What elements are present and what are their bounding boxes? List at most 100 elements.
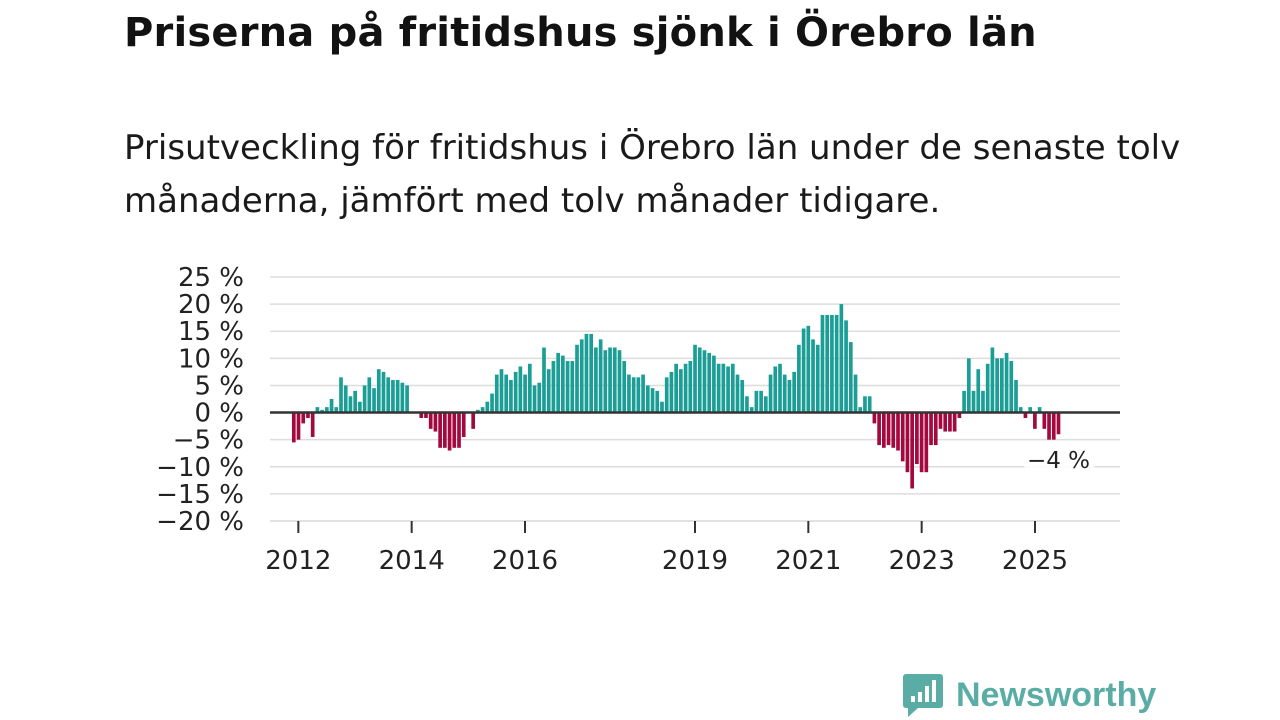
bar (660, 401, 664, 413)
bar (579, 339, 584, 413)
bar (551, 361, 556, 413)
bar (325, 407, 329, 413)
bar (452, 412, 457, 448)
bar (546, 369, 551, 413)
bar (603, 350, 608, 413)
bar (490, 393, 494, 413)
chart-title: Priserna på fritidshus sjönk i Örebro lä… (124, 10, 1037, 56)
bar (683, 363, 688, 413)
bar (372, 388, 376, 413)
bar (457, 412, 461, 448)
bar (1047, 412, 1051, 440)
bar (561, 355, 565, 413)
bar (296, 412, 301, 440)
bar (339, 377, 343, 413)
bar (834, 314, 839, 413)
bar (726, 366, 730, 413)
bar (1018, 407, 1023, 413)
bar (655, 390, 660, 413)
bar (527, 363, 532, 413)
bar (627, 374, 631, 413)
bar (381, 371, 386, 413)
brand-name: Newsworthy (956, 675, 1157, 714)
bar (1023, 412, 1028, 418)
bar (669, 371, 674, 413)
bar (598, 339, 603, 413)
bar (858, 407, 863, 413)
y-tick-label: 25 % (178, 263, 244, 293)
bar (759, 390, 763, 413)
bar (636, 377, 641, 413)
bar (693, 344, 697, 413)
bar (306, 412, 310, 418)
bar (943, 412, 948, 432)
y-tick-label: −15 % (156, 480, 244, 510)
bar (702, 350, 707, 413)
bar (981, 390, 985, 413)
bar (391, 380, 395, 413)
bar (485, 401, 490, 413)
bar (773, 366, 778, 413)
bar (329, 399, 334, 413)
bar (395, 380, 400, 413)
bar (594, 347, 598, 413)
bar (712, 355, 716, 413)
bar (820, 314, 825, 413)
bar (1000, 358, 1004, 413)
bar (419, 412, 424, 418)
bar (863, 396, 867, 413)
bar (537, 382, 542, 413)
bar (584, 333, 589, 413)
bar (933, 412, 938, 446)
bar (882, 412, 886, 448)
bar (343, 385, 348, 413)
bar (976, 369, 981, 413)
x-tick-label: 2023 (889, 546, 955, 576)
x-tick-label: 2019 (662, 546, 728, 576)
bar (532, 385, 537, 413)
bar (310, 412, 315, 437)
bar (730, 363, 735, 413)
bar (443, 412, 447, 448)
bar (853, 374, 858, 413)
bar (504, 374, 509, 413)
bar (334, 407, 339, 413)
bar (1033, 412, 1037, 429)
bar (438, 412, 442, 448)
bar (844, 320, 848, 413)
bar (518, 366, 523, 413)
bar (575, 344, 579, 413)
bar (745, 396, 749, 413)
bar (768, 374, 773, 413)
bar (513, 371, 518, 413)
bar (990, 347, 995, 413)
bar (1042, 412, 1047, 429)
bar (891, 412, 896, 448)
bar (815, 344, 820, 413)
bar (664, 377, 669, 413)
bar (480, 407, 485, 413)
y-tick-label: 0 % (194, 399, 244, 429)
bar (674, 363, 678, 413)
bar (839, 304, 844, 413)
x-tick-label: 2014 (379, 546, 445, 576)
bar (622, 361, 627, 413)
bar (386, 377, 391, 413)
bar (631, 377, 636, 413)
bar (424, 412, 428, 418)
bar (919, 412, 924, 473)
bar (886, 412, 891, 446)
bar (509, 380, 513, 413)
bar (985, 363, 990, 413)
bar (348, 396, 353, 413)
bar (938, 412, 943, 429)
bar (740, 380, 745, 413)
bar (929, 412, 933, 446)
tick-labels: 25 %20 %15 %10 %5 %0 %−5 %−10 %−15 %−20 … (156, 263, 1095, 576)
bar-series (291, 304, 1061, 489)
axes (270, 411, 1120, 533)
bar (1037, 407, 1042, 413)
bar (948, 412, 952, 432)
bar (971, 390, 976, 413)
bar (433, 412, 438, 432)
